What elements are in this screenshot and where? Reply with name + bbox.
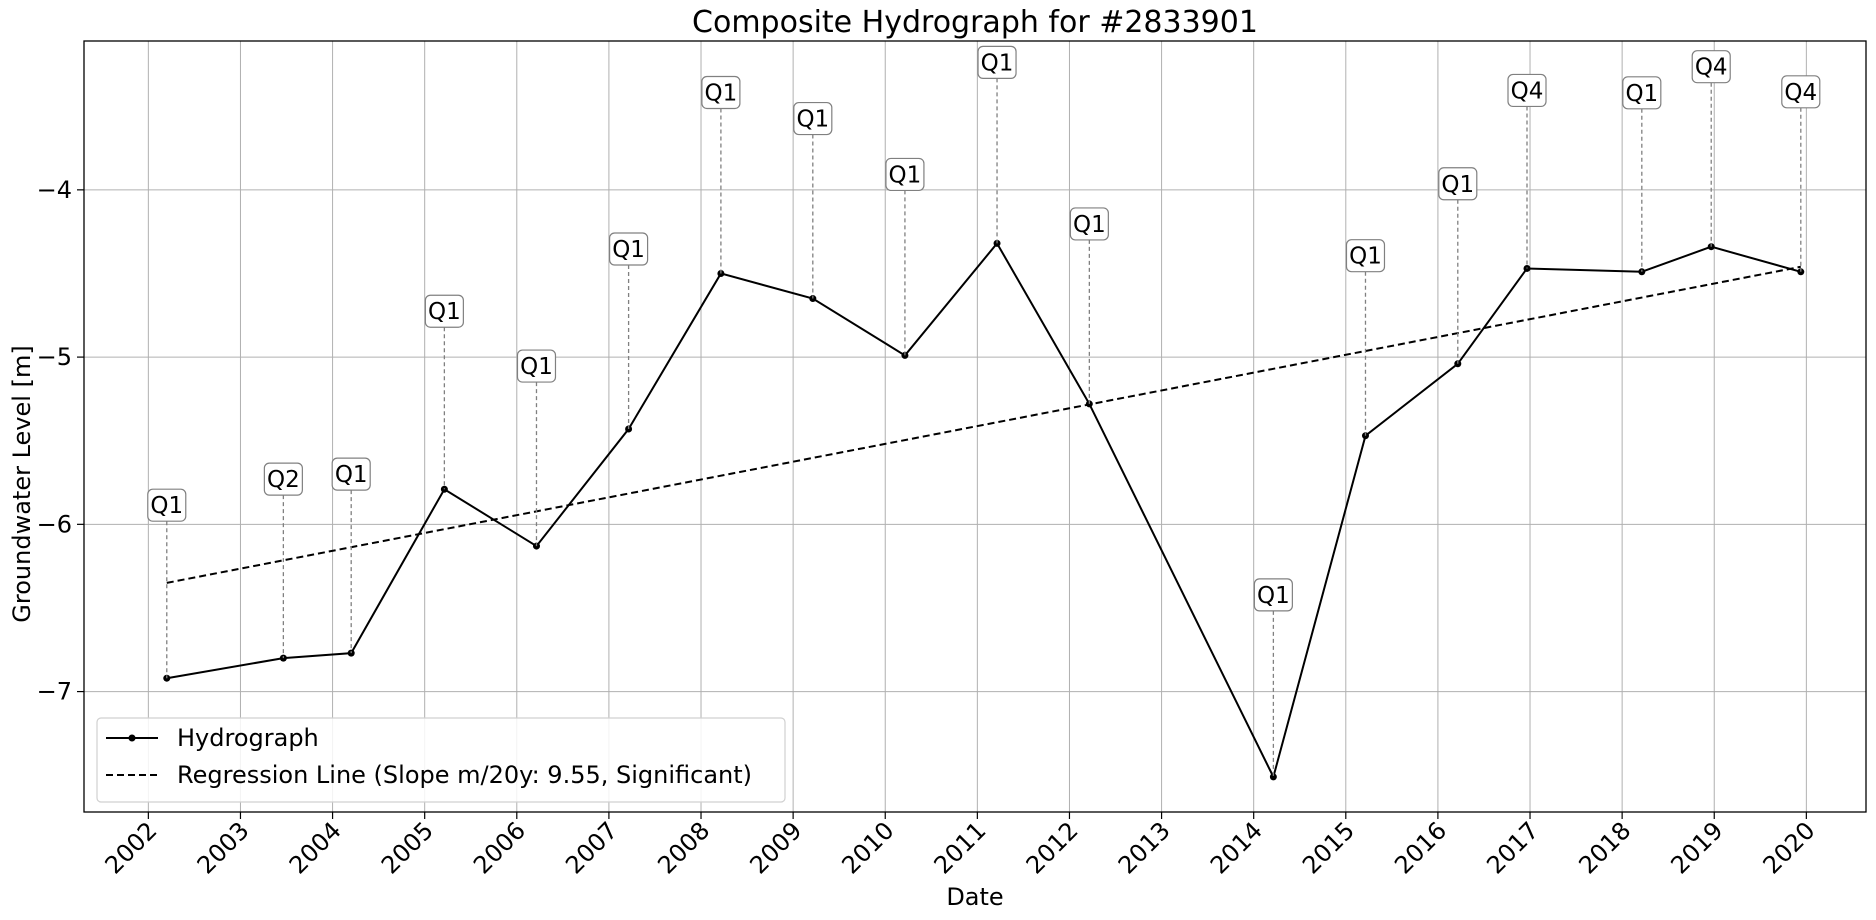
annotation-box [1691, 50, 1731, 84]
annotation-label: Q1 [520, 354, 553, 380]
annotation-label: Q1 [981, 50, 1014, 76]
annotation-label: Q4 [1511, 78, 1544, 104]
plot-frame [83, 40, 1867, 813]
grid [84, 41, 1866, 812]
regression-line [166, 265, 1801, 584]
y-axis-label: Groundwater Level [m] [8, 345, 36, 622]
annotation-box [1438, 167, 1478, 201]
x-tick-label: 2011 [929, 816, 992, 879]
annotation-box [516, 349, 557, 383]
annotation-label: Q1 [796, 107, 829, 133]
y-tick-label: −4 [37, 176, 72, 204]
annotation-box [608, 232, 649, 266]
annotation-label: Q1 [150, 493, 183, 519]
hydrograph-line [166, 241, 1802, 780]
hydrograph-point [1707, 243, 1715, 251]
annotation-box [1069, 207, 1109, 241]
annotation-box [263, 462, 303, 496]
chart-title: Composite Hydrograph for #2833901 [692, 5, 1258, 40]
annotation-label: Q1 [1257, 583, 1290, 609]
y-tick-label: −6 [37, 510, 72, 538]
x-tick-label: 2005 [376, 816, 439, 879]
x-tick-label: 2002 [100, 816, 163, 879]
annotation-label: Q1 [428, 299, 461, 325]
x-tick-label: 2003 [192, 816, 255, 879]
annotation-box [147, 488, 187, 522]
x-axis-label: Date [946, 883, 1003, 911]
x-tick-label: 2013 [1113, 816, 1176, 879]
annotation-label: Q1 [1073, 212, 1106, 238]
legend-box [96, 717, 786, 803]
annotation-box [1345, 239, 1386, 273]
annotation-box [885, 157, 925, 192]
annotation-box [424, 294, 464, 328]
annotation-label: Q1 [612, 237, 645, 263]
legend: Hydrograph Regression Line (Slope m/20y:… [96, 717, 786, 803]
legend-marker-hydrograph [128, 734, 136, 742]
annotation-label: Q1 [335, 462, 368, 488]
series-layer [163, 239, 1805, 781]
x-tick-label: 2016 [1389, 816, 1452, 879]
x-tick-label: 2019 [1665, 816, 1728, 879]
x-tick-label: 2007 [560, 816, 623, 879]
x-tick-label: 2020 [1758, 816, 1821, 879]
annotation-label: Q1 [705, 80, 738, 106]
hydrograph-point [1085, 400, 1093, 408]
annotation-label: Q1 [1625, 81, 1658, 107]
quarter-annotations: Q1 Q2 Q1 Q1 Q1 Q1 Q1 Q1 Q1 Q1 Q1 Q1 Q1 Q1 Q4 Q1 Q4 Q4 [147, 45, 1821, 777]
hydrograph-point [1269, 773, 1277, 781]
annotation-box [1622, 76, 1662, 110]
x-tick-label: 2015 [1297, 816, 1360, 879]
annotation-label: Q1 [1441, 172, 1474, 198]
annotation-box [331, 457, 371, 491]
annotation-label: Q4 [1784, 80, 1817, 106]
annotation-box [1253, 578, 1293, 612]
y-tick-label: −5 [37, 343, 72, 371]
annotation-box [1781, 75, 1821, 109]
x-tick-label: 2008 [652, 816, 715, 879]
x-tick-label: 2018 [1573, 816, 1636, 879]
x-tick-label: 2010 [836, 816, 899, 879]
hydrograph-point [993, 239, 1001, 247]
annotation-box [1507, 73, 1547, 108]
x-tick-label: 2009 [744, 816, 807, 879]
legend-label-regression: Regression Line (Slope m/20y: 9.55, Sign… [177, 761, 752, 789]
annotation-label: Q1 [1349, 244, 1382, 270]
annotation-box [701, 75, 741, 110]
y-tick-label: −7 [37, 678, 72, 706]
x-tick-label: 2012 [1021, 816, 1084, 879]
x-tick-label: 2004 [284, 816, 347, 879]
annotation-box [977, 45, 1017, 79]
annotation-label: Q2 [267, 467, 300, 493]
x-tick-label: 2014 [1205, 816, 1268, 879]
annotation-label: Q4 [1695, 55, 1728, 81]
annotation-box [793, 101, 833, 136]
x-tick-label: 2017 [1481, 816, 1544, 879]
legend-label-hydrograph: Hydrograph [177, 724, 319, 752]
x-tick-label: 2006 [468, 816, 531, 879]
annotation-label: Q1 [889, 162, 922, 188]
